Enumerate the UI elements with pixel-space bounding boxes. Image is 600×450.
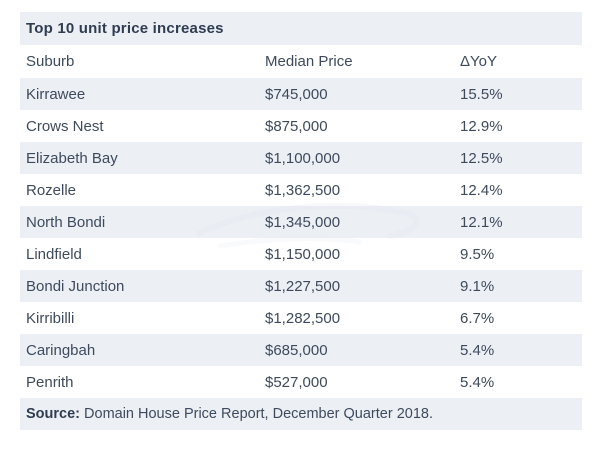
table-row: Kirrawee $745,000 15.5% — [20, 78, 582, 110]
suburb-cell: Caringbah — [26, 341, 96, 359]
source-row: Source: Domain House Price Report, Decem… — [20, 398, 582, 430]
yoy-cell: 12.1% — [460, 213, 503, 231]
median-price-cell: $1,345,000 — [265, 213, 341, 231]
suburb-cell: Lindfield — [26, 245, 82, 263]
median-price-cell: $1,362,500 — [265, 181, 341, 199]
table-body: Kirrawee $745,000 15.5% Crows Nest $875,… — [20, 78, 582, 398]
table-title-row: Top 10 unit price increases — [20, 12, 582, 45]
median-price-cell: $1,150,000 — [265, 245, 341, 263]
yoy-cell: 12.5% — [460, 149, 503, 167]
median-price-cell: $1,282,500 — [265, 309, 341, 327]
suburb-cell: Elizabeth Bay — [26, 149, 118, 167]
median-price-cell: $527,000 — [265, 373, 328, 391]
column-header-suburb: Suburb — [26, 53, 75, 70]
suburb-cell: Kirrawee — [26, 85, 86, 103]
yoy-cell: 9.5% — [460, 245, 495, 263]
yoy-cell: 5.4% — [460, 373, 495, 391]
table-row: Crows Nest $875,000 12.9% — [20, 110, 582, 142]
table-header-row: Suburb Median Price ΔYoY — [20, 45, 582, 78]
table-row: Caringbah $685,000 5.4% — [20, 334, 582, 366]
table-row: Lindfield $1,150,000 9.5% — [20, 238, 582, 270]
yoy-cell: 5.4% — [460, 341, 495, 359]
yoy-cell: 6.7% — [460, 309, 495, 327]
column-header-median-price: Median Price — [265, 53, 353, 70]
table-row: Rozelle $1,362,500 12.4% — [20, 174, 582, 206]
column-header-yoy: ΔYoY — [460, 53, 497, 70]
yoy-cell: 12.9% — [460, 117, 503, 135]
median-price-cell: $745,000 — [265, 85, 328, 103]
table-title: Top 10 unit price increases — [26, 20, 224, 37]
suburb-cell: Bondi Junction — [26, 277, 125, 295]
median-price-cell: $1,100,000 — [265, 149, 341, 167]
suburb-cell: Kirribilli — [26, 309, 75, 327]
suburb-cell: Penrith — [26, 373, 74, 391]
source-label: Source: — [26, 406, 80, 422]
table-row: North Bondi $1,345,000 12.1% — [20, 206, 582, 238]
source-detail: Domain House Price Report, December Quar… — [80, 406, 433, 422]
unit-price-table: Top 10 unit price increases Suburb Media… — [20, 12, 582, 430]
table-row: Penrith $527,000 5.4% — [20, 366, 582, 398]
suburb-cell: Crows Nest — [26, 117, 104, 135]
median-price-cell: $875,000 — [265, 117, 328, 135]
yoy-cell: 9.1% — [460, 277, 495, 295]
source-text: Source: Domain House Price Report, Decem… — [20, 406, 433, 422]
median-price-cell: $1,227,500 — [265, 277, 341, 295]
table-row: Bondi Junction $1,227,500 9.1% — [20, 270, 582, 302]
yoy-cell: 15.5% — [460, 85, 503, 103]
suburb-cell: North Bondi — [26, 213, 106, 231]
median-price-cell: $685,000 — [265, 341, 328, 359]
yoy-cell: 12.4% — [460, 181, 503, 199]
suburb-cell: Rozelle — [26, 181, 77, 199]
table-row: Kirribilli $1,282,500 6.7% — [20, 302, 582, 334]
table-row: Elizabeth Bay $1,100,000 12.5% — [20, 142, 582, 174]
